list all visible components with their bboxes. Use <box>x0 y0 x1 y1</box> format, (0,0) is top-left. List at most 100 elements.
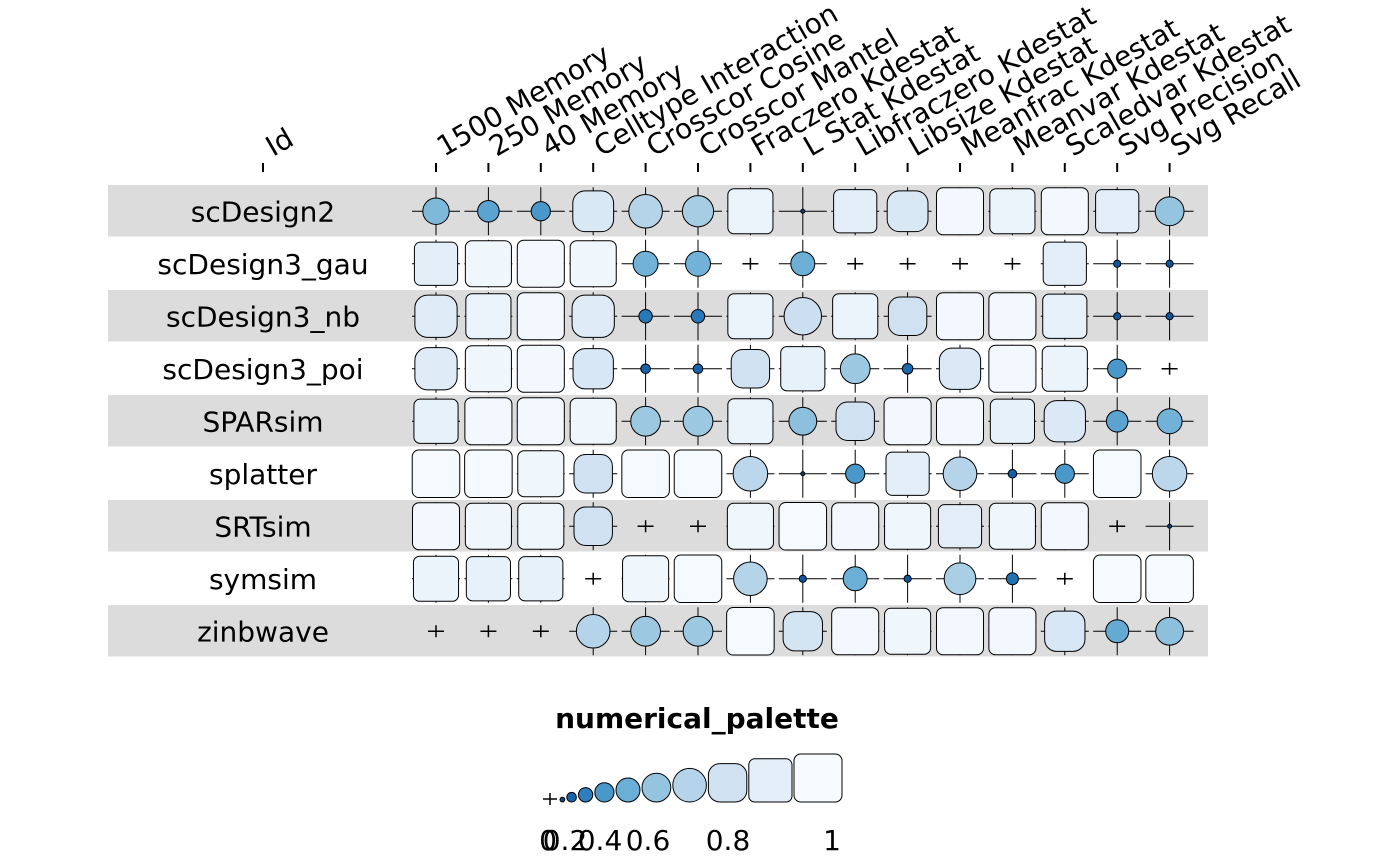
cell-mark <box>1056 572 1073 585</box>
cell-mark <box>673 449 723 499</box>
cell-mark <box>412 344 460 393</box>
cell-mark <box>428 625 444 638</box>
legend: numerical_palette 00.20.4 0.6 0.8 1 <box>539 702 843 857</box>
cell-mark <box>831 502 880 551</box>
cell-mark <box>412 239 460 288</box>
cell-mark <box>1040 292 1089 341</box>
cell-mark <box>1093 187 1142 236</box>
cell-mark <box>1145 397 1194 446</box>
legend-mark <box>559 796 566 803</box>
cell-mark <box>464 344 513 393</box>
cell-mark <box>621 239 670 288</box>
cell-mark <box>726 397 775 446</box>
cell-mark <box>621 607 670 656</box>
legend-tick-label: 0.6 <box>626 824 671 857</box>
cell-mark <box>464 239 513 288</box>
cell-mark <box>1161 362 1178 375</box>
cell-mark <box>883 449 932 498</box>
cell-mark <box>1145 239 1194 288</box>
id-column-header: Id <box>260 121 299 163</box>
cell-mark <box>621 449 670 499</box>
cell-mark <box>883 397 932 446</box>
cell-mark <box>1109 520 1126 533</box>
cell-mark <box>1092 449 1142 499</box>
cell-mark <box>778 449 827 498</box>
cell-mark <box>742 257 759 270</box>
cell-mark <box>464 187 513 236</box>
legend-mark <box>641 772 672 803</box>
row-label: zinbwave <box>197 615 329 648</box>
cell-mark <box>1040 607 1089 656</box>
cell-mark <box>1145 502 1194 551</box>
cell-mark <box>883 344 932 393</box>
cell-mark <box>411 502 461 551</box>
cell-mark <box>831 187 880 236</box>
cell-mark <box>585 572 602 585</box>
cell-mark <box>831 344 880 393</box>
cell-mark <box>1145 187 1194 236</box>
cell-mark <box>464 449 513 499</box>
legend-mark <box>748 758 793 803</box>
legend-tick-label: 0.8 <box>706 824 751 857</box>
cell-mark <box>1093 292 1142 341</box>
cell-mark <box>516 187 565 236</box>
cell-mark <box>726 502 775 551</box>
cell-mark <box>883 554 932 603</box>
cell-mark <box>936 554 984 603</box>
cell-mark <box>621 292 670 341</box>
cell-mark <box>831 397 880 446</box>
cell-mark <box>621 344 670 393</box>
cell-mark <box>621 554 670 603</box>
cell-mark <box>569 502 618 551</box>
cell-mark <box>883 607 932 656</box>
cell-mark <box>935 292 985 341</box>
cell-mark <box>1145 607 1194 656</box>
row-labels: scDesign2 scDesign3_gau scDesign3_nb scDesi… <box>157 195 368 648</box>
cell-mark <box>778 554 827 603</box>
cell-mark <box>532 625 549 638</box>
legend-mark <box>615 777 641 803</box>
cell-mark <box>778 397 827 446</box>
legend-mark <box>672 767 707 803</box>
cell-mark <box>516 397 565 446</box>
row-label: splatter <box>209 458 317 491</box>
cell-mark <box>936 502 984 551</box>
cell-mark <box>569 344 618 393</box>
cell-mark <box>411 449 461 499</box>
cell-mark <box>412 187 460 236</box>
cell-mark <box>569 607 618 656</box>
cell-mark <box>899 257 916 270</box>
cell-mark <box>831 292 880 341</box>
cell-mark <box>988 449 1037 498</box>
legend-mark <box>594 782 615 803</box>
cell-mark <box>1093 607 1142 656</box>
cell-mark <box>988 344 1037 393</box>
cell-mark <box>464 502 513 551</box>
cell-mark <box>778 607 827 656</box>
cell-mark <box>674 344 722 393</box>
cell-mark <box>1040 449 1089 498</box>
cell-mark <box>674 239 722 288</box>
cell-mark <box>1093 397 1142 446</box>
cell-mark <box>1145 292 1194 341</box>
cell-mark <box>690 520 706 533</box>
cell-mark <box>516 502 565 551</box>
cell-mark <box>1145 449 1194 498</box>
cell-mark <box>988 397 1037 446</box>
cell-mark <box>516 292 565 341</box>
cell-mark <box>1040 397 1089 446</box>
cell-mark <box>569 397 618 446</box>
legend-tick-label: 0.2 <box>543 824 588 857</box>
row-label: scDesign3_poi <box>162 353 363 386</box>
row-label: scDesign3_nb <box>166 300 360 333</box>
cell-mark <box>778 187 827 236</box>
cell-mark <box>988 607 1037 656</box>
cell-mark <box>516 554 565 603</box>
cell-mark <box>1092 554 1142 604</box>
row-label: scDesign3_gau <box>157 248 368 281</box>
cell-mark <box>412 397 460 446</box>
cell-mark <box>1040 502 1089 551</box>
legend-mark <box>577 787 594 803</box>
cell-mark <box>935 397 985 446</box>
